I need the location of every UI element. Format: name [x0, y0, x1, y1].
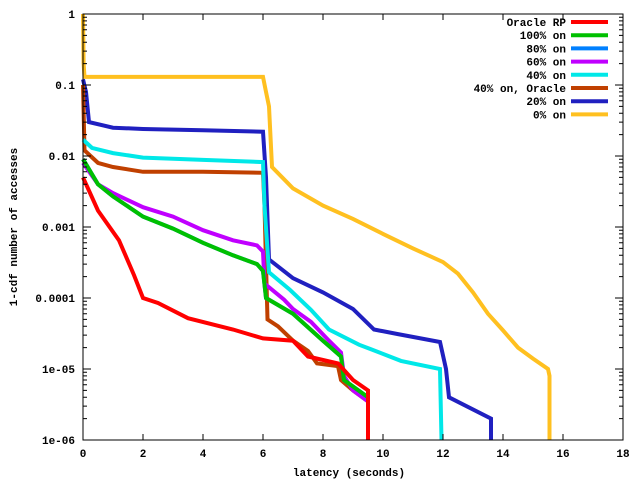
- x-tick-label: 6: [260, 449, 267, 461]
- x-tick-label: 18: [616, 449, 630, 461]
- series-line-100-on: [81, 158, 370, 440]
- legend-label: Oracle RP: [507, 18, 567, 30]
- x-tick-label: 2: [140, 449, 147, 461]
- x-tick-label: 4: [200, 449, 207, 461]
- series-line-0-on: [81, 13, 552, 440]
- series-line-40-on-oracle: [81, 84, 370, 440]
- x-axis-label: latency (seconds): [293, 468, 405, 480]
- series-layer: [81, 13, 552, 441]
- y-tick-label: 0.01: [49, 152, 76, 164]
- y-tick-label: 1e-05: [42, 365, 75, 377]
- legend-label: 20% on: [526, 97, 566, 109]
- legend-label: 40% on, Oracle: [474, 84, 567, 96]
- x-tick-label: 0: [80, 449, 87, 461]
- y-tick-label: 1: [68, 10, 75, 22]
- legend-label: 40% on: [526, 71, 566, 83]
- x-tick-label: 12: [436, 449, 449, 461]
- axes-layer: 0 2 4 6 8 10 12 14 16 18 1 0.1 0.01 0.001 0.0001 1e-05 1…: [35, 10, 630, 461]
- legend-label: 80% on: [526, 44, 566, 56]
- x-tick-label: 8: [320, 449, 327, 461]
- y-tick-label: 0.0001: [35, 294, 75, 306]
- x-tick-label: 14: [496, 449, 510, 461]
- legend-label: 100% on: [520, 31, 566, 43]
- y-tick-label: 1e-06: [42, 436, 75, 448]
- x-tick-label: 10: [376, 449, 389, 461]
- series-line-80-on: [81, 158, 370, 440]
- y-axis-label: 1-cdf number of accesses: [9, 148, 21, 306]
- y-tick-label: 0.1: [55, 81, 75, 93]
- legend-label: 0% on: [533, 110, 566, 122]
- legend-label: 60% on: [526, 58, 566, 70]
- x-tick-label: 16: [556, 449, 569, 461]
- y-tick-label: 0.001: [42, 223, 75, 235]
- series-line-20-on: [81, 78, 493, 440]
- series-line-40-on: [81, 138, 444, 441]
- series-line-oracle-rp: [81, 176, 370, 440]
